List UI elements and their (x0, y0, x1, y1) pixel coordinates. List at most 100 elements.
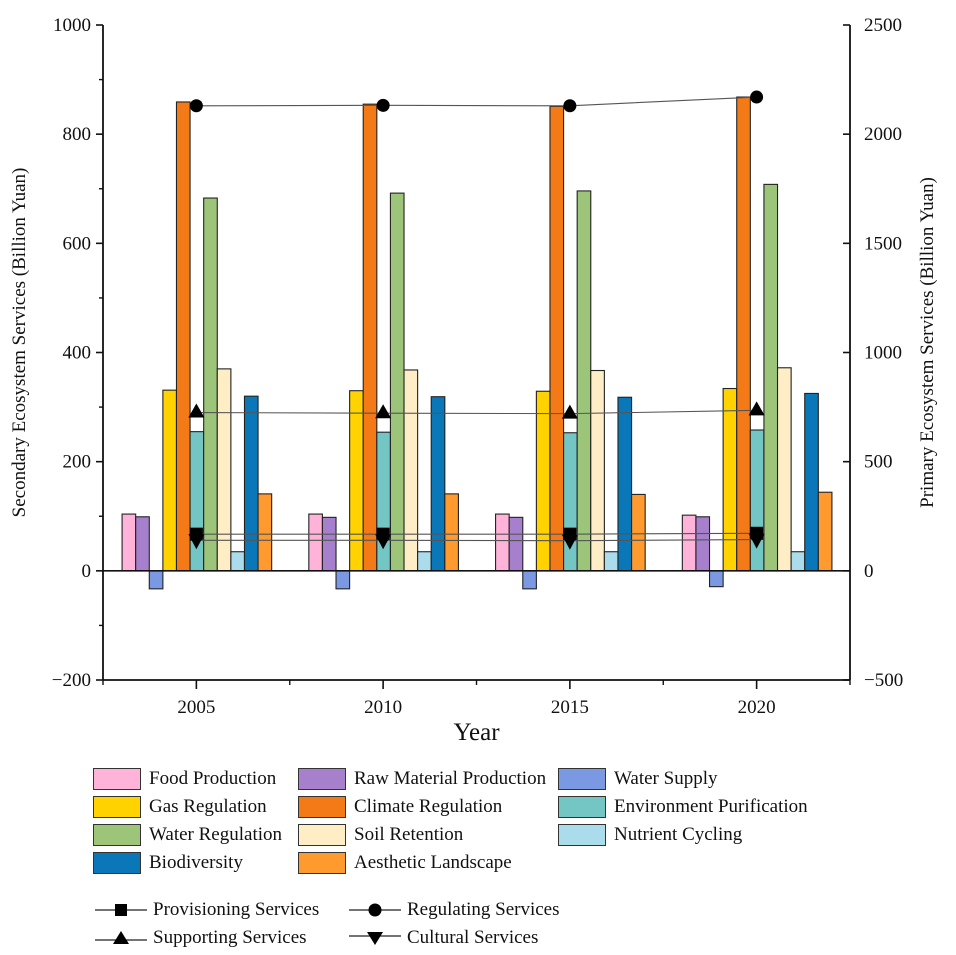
legend-item-food-production: Food Production (93, 766, 298, 792)
y2-tick-label: 1000 (864, 343, 902, 364)
legend-label: Water Supply (614, 768, 718, 789)
legend-label: Climate Regulation (354, 796, 503, 817)
bar-nutrient-cycling-2005 (230, 551, 246, 572)
bar-raw-material-production-2015 (508, 516, 524, 572)
chart: −200 0 200 400 600 800 1000 −500 0 500 1000 1500 200… (9, 15, 938, 746)
y2-tick-label: 500 (864, 452, 893, 473)
bar-environment-purification-2020 (749, 429, 765, 572)
legend-label: Environment Purification (614, 796, 808, 817)
x-axis-title: Year (453, 719, 500, 746)
bar-climate-regulation-2020 (736, 96, 751, 572)
y-tick-label: 1000 (53, 15, 91, 36)
legend-label: Regulating Services (407, 899, 560, 920)
marker-regulating-services-2005 (189, 99, 203, 113)
legend-item-provisioning: Provisioning Services (93, 899, 341, 921)
marker-cultural-services-2015 (561, 534, 578, 550)
line-provisioning-services (196, 532, 757, 535)
bar-biodiversity-2015 (617, 396, 633, 572)
bar-food-production-2010 (308, 513, 323, 572)
legend-item-raw-material-production: Raw Material Production (298, 766, 558, 792)
legend-swatch (558, 824, 606, 846)
bar-aesthetic-landscape-2020 (817, 491, 833, 572)
bar-aesthetic-landscape-2015 (631, 493, 646, 572)
bars-layer (121, 96, 833, 590)
marker-supporting-services-2010 (375, 404, 392, 419)
marker-cultural-services-2010 (375, 534, 392, 550)
bar-water-regulation-2010 (389, 192, 405, 572)
x-tick-label: 2005 (177, 697, 215, 718)
marker-cultural-services-2005 (188, 534, 205, 550)
bar-water-supply-2010 (335, 570, 351, 590)
legend-label: Aesthetic Landscape (354, 852, 512, 873)
triangle-up-marker-icon (95, 931, 147, 944)
bar-legend-grid: Food Production Raw Material Production Wa… (93, 766, 893, 876)
bar-food-production-2015 (495, 513, 510, 572)
bar-food-production-2005 (121, 513, 137, 572)
legend-item-aesthetic-landscape: Aesthetic Landscape (298, 850, 558, 876)
line-regulating-services (196, 96, 757, 107)
y2-tick-label: 1500 (864, 233, 902, 254)
legend-swatch (93, 824, 141, 846)
bar-gas-regulation-2010 (349, 390, 364, 572)
bar-environment-purification-2005 (189, 431, 205, 572)
legend-item-climate-regulation: Climate Regulation (298, 794, 558, 820)
legend-item-water-regulation: Water Regulation (93, 822, 298, 848)
legend-swatch (298, 768, 346, 790)
legend-item-water-supply: Water Supply (558, 766, 858, 792)
bar-nutrient-cycling-2015 (603, 551, 619, 572)
x-tick-label: 2015 (551, 697, 589, 718)
legend-swatch (93, 768, 141, 790)
bar-aesthetic-landscape-2010 (444, 493, 459, 572)
line-legend: Provisioning Services Regulating Service… (93, 896, 566, 952)
lines-layer (188, 90, 765, 550)
bar-water-supply-2015 (522, 570, 537, 590)
legend-item-gas-regulation: Gas Regulation (93, 794, 298, 820)
y-tick-label: 0 (82, 561, 92, 582)
square-marker-icon (95, 904, 147, 916)
line-cultural-services (196, 539, 757, 542)
bar-nutrient-cycling-2010 (417, 551, 432, 572)
legend-label: Gas Regulation (149, 796, 267, 817)
legend-label: Nutrient Cycling (614, 824, 743, 845)
bar-legend: Food Production Raw Material Production Wa… (93, 766, 893, 876)
legend-label: Provisioning Services (153, 899, 320, 920)
legend-swatch (298, 852, 346, 874)
line-legend-row: Supporting Services Cultural Services (93, 924, 566, 952)
axes-layer: −200 0 200 400 600 800 1000 −500 0 500 1000 1500 200… (52, 15, 903, 718)
bar-biodiversity-2020 (804, 392, 819, 572)
legend-label: Supporting Services (153, 927, 307, 948)
bar-climate-regulation-2015 (549, 105, 565, 572)
legend-swatch (298, 824, 346, 846)
bar-biodiversity-2010 (430, 396, 446, 572)
circle-marker-icon (349, 903, 401, 917)
y-tick-label: −200 (52, 670, 91, 691)
bar-biodiversity-2005 (243, 395, 259, 572)
legend-item-regulating: Regulating Services (347, 899, 560, 921)
y2-axis-title: Primary Ecosystem Services (Billion Yuan… (917, 177, 938, 508)
marker-regulating-services-2020 (750, 90, 764, 104)
bar-nutrient-cycling-2020 (790, 551, 806, 572)
bar-water-regulation-2015 (576, 190, 592, 572)
y2-tick-label: −500 (864, 670, 903, 691)
y-axis-title: Secondary Ecosystem Services (Billion Yu… (9, 168, 30, 518)
bar-gas-regulation-2005 (162, 389, 178, 572)
legend-label: Water Regulation (149, 824, 283, 845)
marker-cultural-services-2020 (748, 533, 765, 549)
y-tick-label: 200 (63, 452, 92, 473)
bar-food-production-2020 (681, 514, 697, 572)
y2-tick-label: 2000 (864, 124, 902, 145)
bar-water-supply-2020 (708, 570, 724, 588)
legend-swatch (93, 852, 141, 874)
legend-label: Cultural Services (407, 927, 539, 948)
legend-swatch (558, 796, 606, 818)
bar-raw-material-production-2020 (695, 516, 711, 572)
bar-aesthetic-landscape-2005 (257, 493, 273, 572)
legend-swatch (298, 796, 346, 818)
legend-item-supporting: Supporting Services (93, 927, 341, 949)
x-tick-label: 2020 (738, 697, 776, 718)
legend-label: Biodiversity (149, 852, 243, 873)
legend-item-soil-retention: Soil Retention (298, 822, 558, 848)
legend-label: Food Production (149, 768, 277, 789)
line-supporting-services (196, 409, 757, 415)
legend-swatch (558, 768, 606, 790)
